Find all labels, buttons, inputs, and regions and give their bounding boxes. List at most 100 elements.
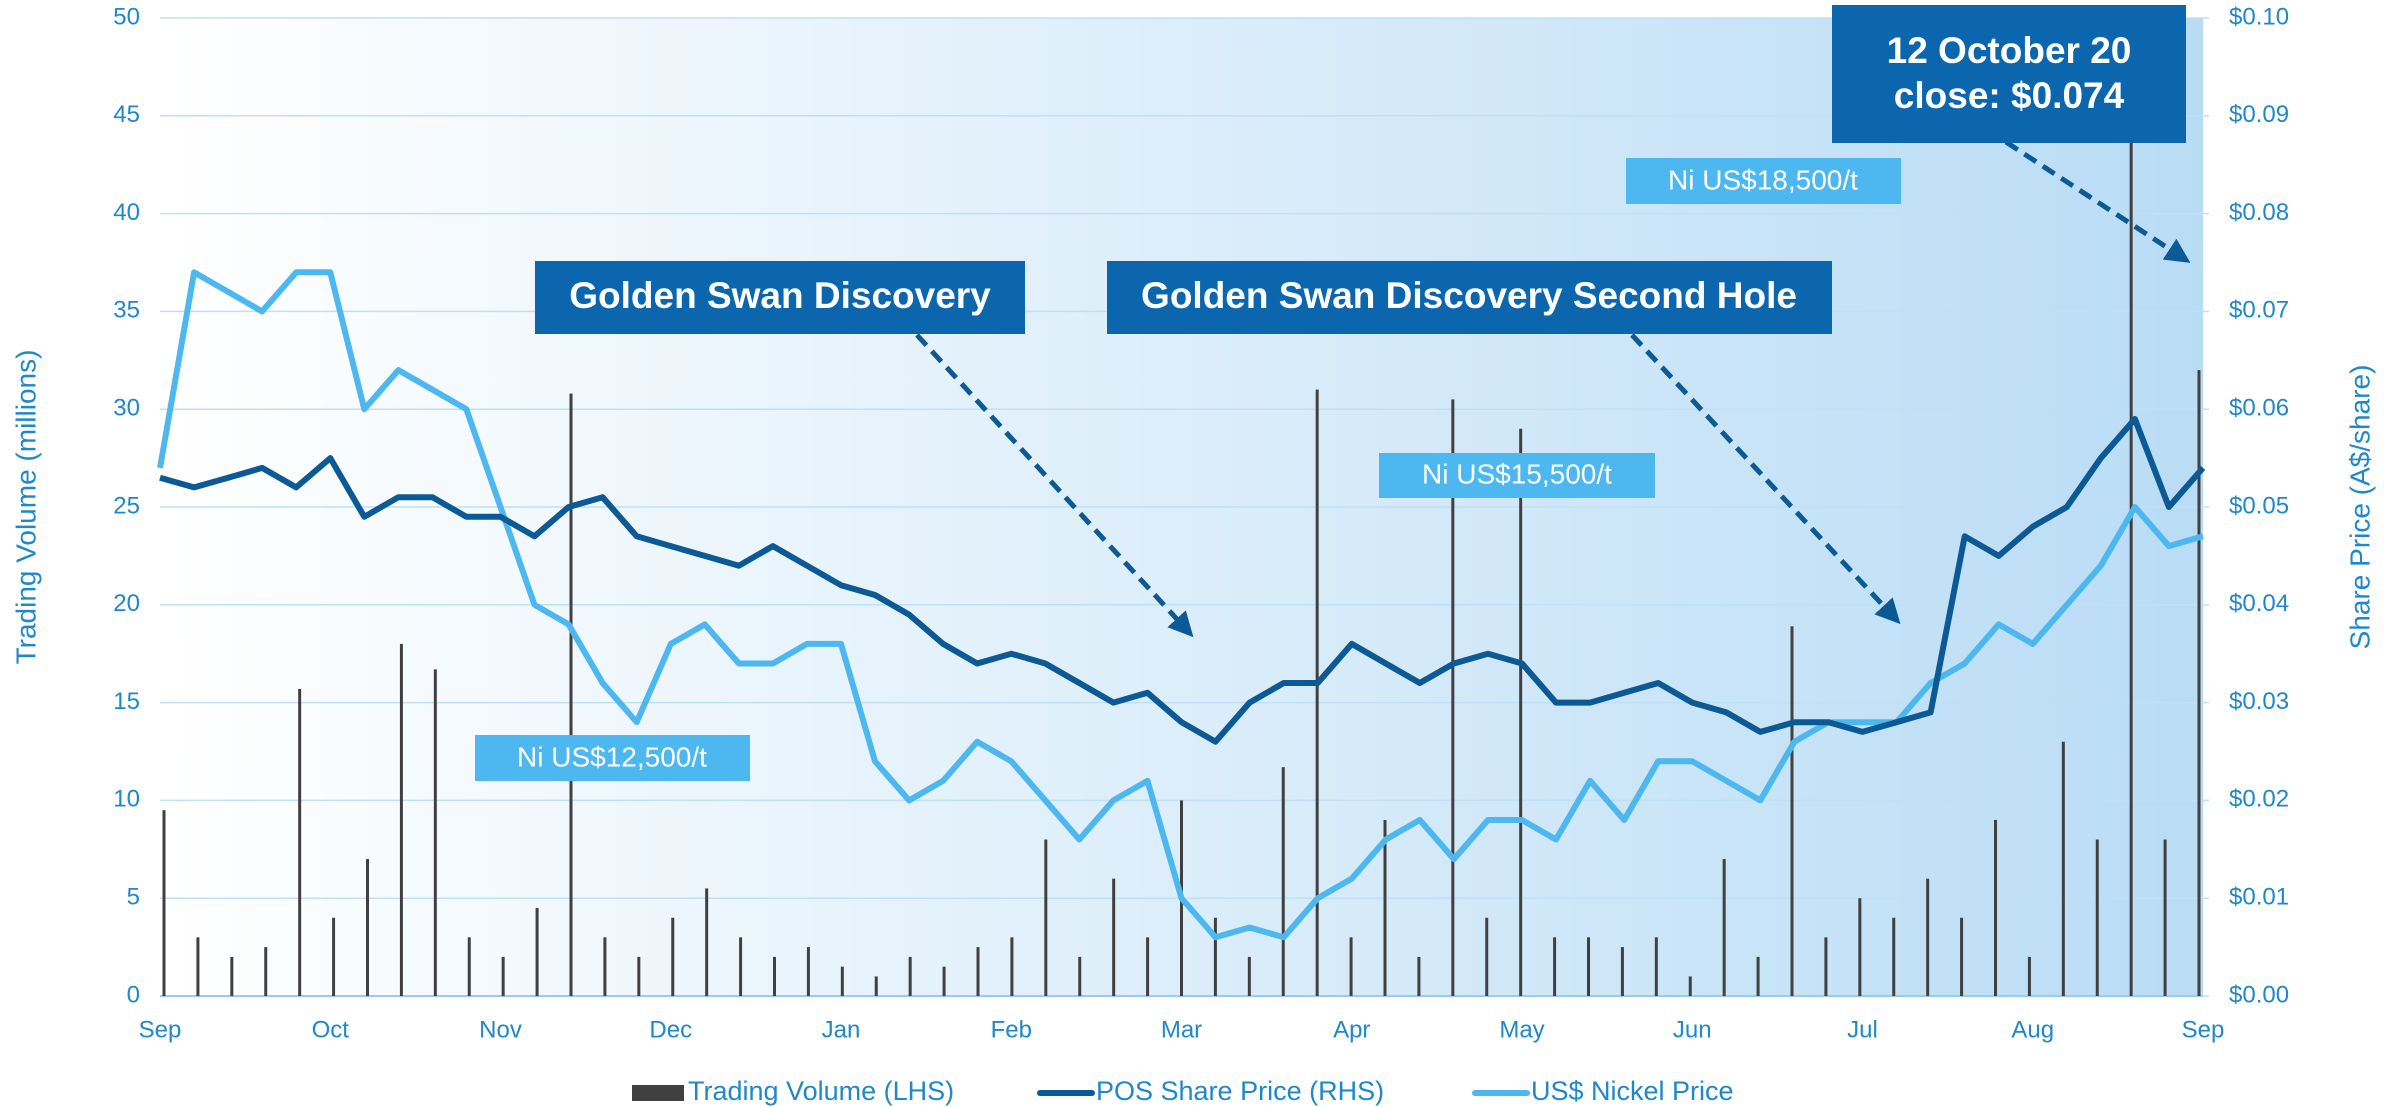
arrow [915, 333, 1194, 638]
volume-bar [1756, 956, 1760, 996]
y-tick-label: 25 [113, 492, 140, 519]
y-tick-label: 10 [113, 786, 140, 813]
volume-bar [1213, 917, 1217, 996]
y-tick-label: 40 [113, 199, 140, 226]
volume-bar [976, 947, 980, 996]
volume-bar [1281, 767, 1285, 996]
legend-label: Trading Volume (LHS) [688, 1076, 954, 1106]
volume-bar [908, 956, 912, 996]
volume-bar [230, 956, 234, 996]
volume-bar [1451, 399, 1455, 996]
y-tick-label: 50 [113, 3, 140, 30]
y2-tick-label: $0.07 [2229, 297, 2289, 324]
volume-bar [1315, 389, 1319, 996]
volume-bar [1553, 937, 1557, 996]
volume-bar [1688, 976, 1692, 996]
volume-bar [332, 917, 336, 996]
y2-axis-title: Share Price (A$/share) [2344, 365, 2375, 650]
volume-bar [739, 937, 743, 996]
x-tick-label: Apr [1333, 1016, 1370, 1043]
volume-bar [1926, 878, 1930, 996]
volume-bar [1620, 947, 1624, 996]
x-tick-label: Aug [2011, 1016, 2054, 1043]
x-tick-label: Jan [822, 1016, 861, 1043]
volume-bar [1722, 859, 1726, 996]
y2-tick-label: $0.02 [2229, 786, 2289, 813]
x-tick-label: Dec [649, 1016, 692, 1043]
arrow [2004, 139, 2191, 263]
volume-bar [1858, 898, 1862, 996]
volume-bar [535, 907, 539, 996]
annotation-box [1626, 158, 1901, 204]
legend-swatch [632, 1085, 684, 1101]
annotation-box [1832, 5, 2186, 143]
annotation: close: $0.074 [1894, 75, 2125, 116]
volume-bar [1654, 937, 1658, 996]
arrow [1630, 333, 1901, 625]
volume-bar [501, 956, 505, 996]
volume-bar [1485, 917, 1489, 996]
annotation-box [475, 735, 750, 781]
volume-bar [399, 643, 403, 996]
annotation: Ni US$12,500/t [517, 741, 707, 772]
volume-bar [196, 937, 200, 996]
y-axis-title: Trading Volume (millions) [10, 350, 41, 665]
volume-bar [1010, 937, 1014, 996]
volume-bar [1960, 917, 1964, 996]
legend-label: POS Share Price (RHS) [1096, 1076, 1384, 1106]
y2-tick-label: $0.09 [2229, 101, 2289, 128]
legend-label: US$ Nickel Price [1531, 1076, 1734, 1106]
annotation: 12 October 20 [1887, 30, 2132, 71]
volume-bar [806, 947, 810, 996]
volume-bar [1383, 819, 1387, 996]
y-tick-label: 0 [127, 981, 140, 1008]
volume-bar [1519, 428, 1523, 996]
annotation-box [1107, 261, 1832, 334]
y2-tick-label: $0.00 [2229, 981, 2289, 1008]
volume-bar [942, 966, 946, 996]
volume-bar [874, 976, 878, 996]
y2-tick-label: $0.06 [2229, 395, 2289, 422]
annotation-box [535, 261, 1025, 334]
annotation: Ni US$18,500/t [1668, 164, 1858, 195]
volume-bar [2027, 956, 2031, 996]
volume-bar [1790, 626, 1794, 996]
volume-bar [1044, 839, 1048, 996]
volume-bar [1417, 956, 1421, 996]
x-tick-label: Mar [1161, 1016, 1202, 1043]
volume-bar [840, 966, 844, 996]
x-tick-label: May [1499, 1016, 1544, 1043]
y-tick-label: 35 [113, 297, 140, 324]
annotation: Golden Swan Discovery Second Hole [1141, 275, 1797, 316]
volume-bar [1078, 956, 1082, 996]
y-tick-label: 30 [113, 395, 140, 422]
volume-bar [2095, 839, 2099, 996]
volume-bar [1587, 937, 1590, 996]
x-tick-label: Nov [479, 1016, 522, 1043]
volume-bar [1994, 819, 1997, 996]
volume-bar [433, 669, 437, 996]
volume-bar [1824, 937, 1828, 996]
volume-bar [2163, 839, 2167, 996]
y2-tick-label: $0.05 [2229, 492, 2289, 519]
volume-bar [1247, 956, 1251, 996]
volume-bar [2197, 370, 2201, 997]
volume-bar [569, 393, 573, 996]
volume-bar [162, 810, 166, 996]
y2-tick-label: $0.01 [2229, 884, 2289, 911]
volume-bar [1146, 937, 1150, 996]
y2-tick-label: $0.10 [2229, 3, 2289, 30]
volume-bar [705, 888, 709, 996]
price-line [159, 416, 2206, 745]
volume-bar [1349, 937, 1353, 996]
x-tick-label: Jun [1673, 1016, 1712, 1043]
volume-bar [671, 917, 675, 996]
volume-bar [603, 937, 607, 996]
x-tick-label: Sep [139, 1016, 182, 1043]
y-tick-label: 45 [113, 101, 140, 128]
volume-bar [1892, 917, 1896, 996]
volume-bar [2129, 18, 2133, 996]
annotation: Ni US$15,500/t [1422, 458, 1612, 489]
volume-bar [1112, 878, 1116, 996]
